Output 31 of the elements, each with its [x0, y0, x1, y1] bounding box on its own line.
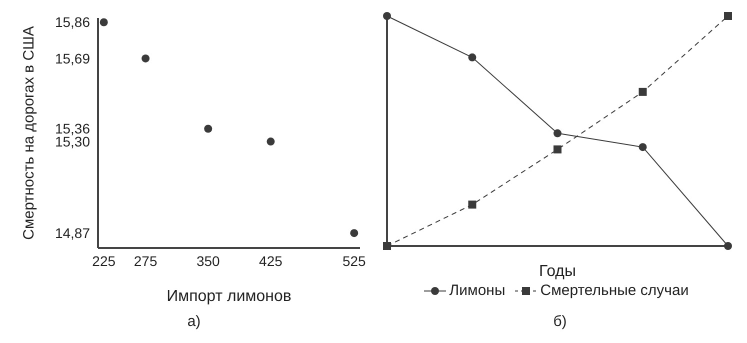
x-tick-label: 275: [134, 252, 158, 269]
point: [350, 229, 358, 238]
point: [468, 200, 476, 209]
point: [554, 145, 562, 154]
x-tick-label: 225: [92, 252, 116, 269]
point: [724, 12, 732, 20]
point: [554, 129, 562, 138]
y-tick-label: 15,86: [54, 14, 90, 30]
x-tick-label: 425: [259, 252, 283, 269]
y-tick-label: 15,69: [54, 50, 90, 66]
x-tick-label: 525: [342, 252, 366, 269]
y-tick-label: 15,36: [54, 120, 90, 137]
text: б): [552, 313, 568, 330]
point: [638, 88, 647, 96]
y-axis-title: Смертность на дорогах в США: [20, 26, 38, 240]
point: [142, 54, 150, 62]
x-axis-title: Годы: [539, 263, 576, 280]
point: [266, 138, 275, 146]
legend-label: Смертельные случаи: [540, 282, 689, 299]
y-tick-label: 14,87: [54, 225, 90, 242]
x-tick-label: 350: [196, 252, 220, 269]
x-axis-title: Импорт лимонов: [166, 288, 292, 305]
point: [204, 124, 212, 133]
point: [100, 18, 108, 26]
point: [383, 242, 391, 250]
legend-label: Лимоны: [449, 282, 506, 299]
text: а): [186, 313, 202, 330]
point: [638, 143, 647, 152]
point: [724, 242, 732, 250]
point: [383, 12, 391, 20]
point: [468, 53, 476, 62]
